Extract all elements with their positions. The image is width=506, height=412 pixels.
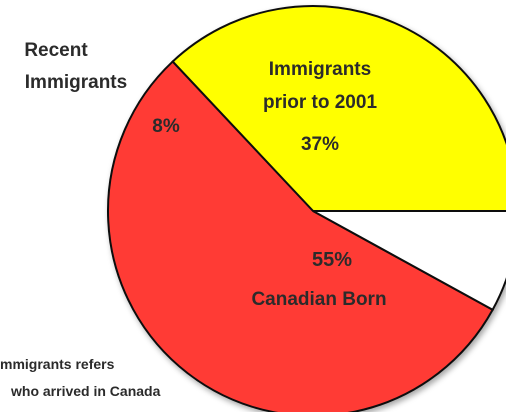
recent-immigrants-label-line1: Recent bbox=[24, 40, 88, 61]
prior-immigrants-label-line1: Immigrants bbox=[269, 59, 371, 80]
slice-canadian-born bbox=[107, 60, 495, 412]
slice-immigrants-prior-2001 bbox=[171, 5, 506, 212]
recent-immigrants-value: 8% bbox=[152, 116, 180, 137]
slice-recent-immigrants bbox=[312, 210, 506, 312]
canadian-born-value: 55% bbox=[312, 249, 352, 271]
canadian-born-label: Canadian Born bbox=[251, 289, 386, 310]
footnote-line1: mmigrants refers bbox=[0, 356, 115, 372]
recent-immigrants-label-line2: Immigrants bbox=[25, 72, 127, 93]
footnote-line2: who arrived in Canada bbox=[10, 383, 161, 399]
prior-immigrants-label-line2: prior to 2001 bbox=[263, 92, 377, 113]
pie-slices bbox=[107, 5, 506, 412]
prior-immigrants-value: 37% bbox=[301, 134, 339, 155]
